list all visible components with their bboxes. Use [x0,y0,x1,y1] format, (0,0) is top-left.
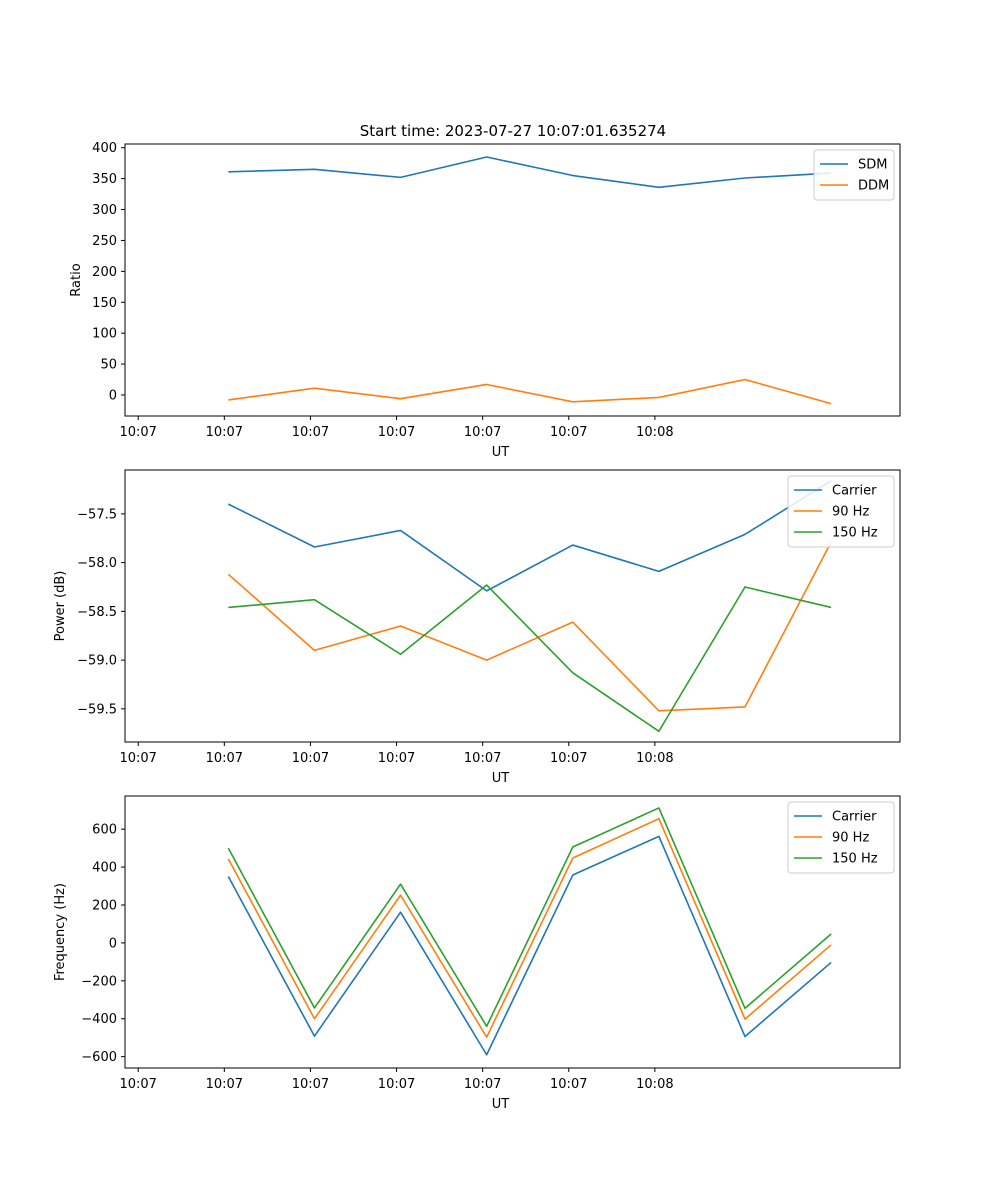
chart-0-xtick-label: 10:07 [464,425,501,440]
chart-1-xtick-label: 10:08 [636,751,673,766]
chart-2-xtick-label: 10:08 [636,1077,673,1092]
chart-2-xtick-label: 10:07 [378,1077,415,1092]
chart-0-series-sdm-line [228,156,832,189]
chart-0-legend-label: DDM [858,179,889,194]
chart-0-ytick-label: 100 [92,327,117,342]
chart-0-xtick-label: 10:07 [292,425,329,440]
chart-0-legend-label: SDM [858,158,887,173]
chart-1-series-carrier-line [227,480,832,592]
chart-2-ytick-label: 400 [92,861,117,876]
chart-0-xtick-label: 10:08 [636,425,673,440]
chart-1-axes-frame [124,469,901,743]
chart-1-legend-label: Carrier [832,484,877,499]
chart-0-xtick-label: 10:07 [206,425,243,440]
chart-2-legend-label: 150 Hz [832,852,878,867]
chart-0-xtick-label: 10:07 [119,425,156,440]
chart-0-ytick-label: 300 [92,203,117,218]
chart-0-ytick-label: 50 [100,358,117,373]
chart-2-xtick-label: 10:07 [206,1077,243,1092]
chart-2-ylabel: Frequency (Hz) [53,883,68,981]
chart-2-xtick-label: 10:07 [119,1077,156,1092]
chart-1-xtick-label: 10:07 [464,751,501,766]
chart-2-legend-box [787,801,895,874]
chart-1-legend-label: 150 Hz [832,526,878,541]
chart-2-xtick-label: 10:07 [292,1077,329,1092]
frequency-panel: −600 −400 −200 0 200 400 600 10:07 10:07 10:07 10:… [53,795,901,1112]
chart-0-series-ddm-line [228,378,832,405]
chart-1-xtick-label: 10:07 [206,751,243,766]
chart-2-legend-label: Carrier [832,810,877,825]
power-panel: −57.5 −58.0 −58.5 −59.0 −59.5 10:07 10:07 10:07… [53,469,901,786]
chart-2-axes-frame [124,795,901,1069]
chart-2-series-90-hz-line [227,817,832,1038]
chart-1-ytick-label: −58.5 [77,605,117,620]
chart-2-ytick-label: 600 [92,823,117,838]
chart-2-legend-label: 90 Hz [832,831,869,846]
chart-0-xtick-label: 10:07 [378,425,415,440]
chart-0-ytick-label: 200 [92,265,117,280]
chart-2-ytick-label: 0 [109,936,117,951]
chart-0-ytick-label: 250 [92,234,117,249]
chart-2-ytick-label: 200 [92,898,117,913]
chart-2-series-150-hz-line [227,807,832,1028]
chart-1-xtick-label: 10:07 [119,751,156,766]
chart-1-ylabel: Power (dB) [53,571,68,642]
chart-0-ytick-label: 350 [92,172,117,187]
chart-0-axes-frame [124,143,901,417]
chart-1-xlabel: UT [492,771,510,786]
chart-0-xtick-label: 10:07 [550,425,587,440]
chart-0-legend-box [813,149,895,201]
chart-0-ylabel: Ratio [69,263,84,296]
ratio-panel: 0 50 100 150 200 250 300 350 400 10:07 10:07 10:07 1… [69,141,901,460]
chart-1-ytick-label: −58.0 [77,556,117,571]
chart-1-legend-box [787,475,895,548]
chart-2-ytick-label: −600 [81,1050,117,1065]
chart-1-ytick-label: −57.5 [77,507,117,522]
chart-2-xlabel: UT [492,1097,510,1112]
chart-1-ytick-label: −59.0 [77,654,117,669]
chart-1-xtick-label: 10:07 [292,751,329,766]
chart-2-series-carrier-line [227,835,832,1056]
chart-1-legend-label: 90 Hz [832,505,869,520]
chart-0-ytick-label: 400 [92,141,117,156]
chart-2-xtick-label: 10:07 [464,1077,501,1092]
chart-0-ytick-label: 150 [92,296,117,311]
chart-2-ytick-label: −200 [81,974,117,989]
chart-1-series-150-hz-line [228,584,832,733]
chart-2-ytick-label: −400 [81,1012,117,1027]
chart-0-ytick-label: 0 [109,388,117,403]
chart-1-xtick-label: 10:07 [378,751,415,766]
chart-1-xtick-label: 10:07 [550,751,587,766]
figure-title: Start time: 2023-07-27 10:07:01.635274 [360,122,666,140]
chart-2-xtick-label: 10:07 [550,1077,587,1092]
chart-0-xlabel: UT [492,445,510,460]
chart-1-series-90-hz-line [227,541,832,712]
chart-1-ytick-label: −59.5 [77,702,117,717]
